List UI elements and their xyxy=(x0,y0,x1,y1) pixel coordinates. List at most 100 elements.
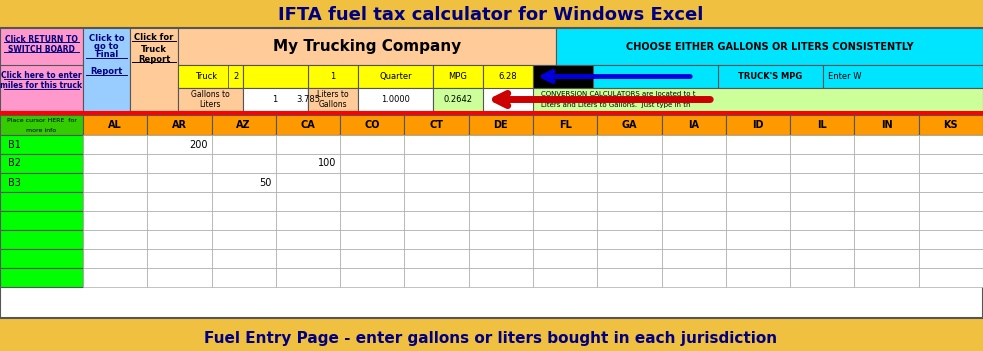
Bar xyxy=(404,192,469,211)
Bar xyxy=(0,249,83,268)
Bar xyxy=(147,154,211,173)
Bar xyxy=(0,154,83,173)
Bar xyxy=(0,28,83,111)
Text: GA: GA xyxy=(621,120,637,130)
Bar xyxy=(276,192,340,211)
Text: KS: KS xyxy=(944,120,958,130)
Bar xyxy=(533,154,598,173)
Bar xyxy=(0,268,83,287)
Text: Click here to enter: Click here to enter xyxy=(1,72,82,80)
Text: CONVERSION CALCULATORS are located to t: CONVERSION CALCULATORS are located to t xyxy=(541,92,696,98)
Text: Enter W: Enter W xyxy=(828,72,861,81)
Bar xyxy=(533,192,598,211)
Bar xyxy=(725,211,790,230)
Bar xyxy=(725,230,790,249)
Text: 1: 1 xyxy=(272,95,277,104)
Text: Gallons to: Gallons to xyxy=(191,90,229,99)
Bar xyxy=(404,211,469,230)
Bar xyxy=(790,115,854,135)
Bar xyxy=(211,173,276,192)
Bar xyxy=(598,115,662,135)
Text: Truck: Truck xyxy=(142,45,167,53)
Text: Liters: Liters xyxy=(200,100,221,109)
Bar xyxy=(919,230,983,249)
Bar xyxy=(404,230,469,249)
Bar xyxy=(469,230,533,249)
Bar xyxy=(469,115,533,135)
Bar xyxy=(358,88,433,111)
Bar xyxy=(0,211,83,230)
Bar xyxy=(790,154,854,173)
Bar xyxy=(919,192,983,211)
Text: 200: 200 xyxy=(189,139,207,150)
Bar xyxy=(0,192,83,211)
Bar xyxy=(725,268,790,287)
Bar xyxy=(404,115,469,135)
Bar xyxy=(725,154,790,173)
Bar xyxy=(662,230,725,249)
Text: My Trucking Company: My Trucking Company xyxy=(273,39,461,54)
Bar xyxy=(276,115,340,135)
Bar xyxy=(243,88,308,111)
Bar xyxy=(790,230,854,249)
Bar xyxy=(469,135,533,154)
Bar xyxy=(533,211,598,230)
Text: Click RETURN TO: Click RETURN TO xyxy=(5,34,78,44)
Bar xyxy=(404,154,469,173)
Bar xyxy=(147,192,211,211)
Bar xyxy=(147,115,211,135)
Bar xyxy=(83,211,147,230)
Bar xyxy=(0,65,83,111)
Bar xyxy=(919,115,983,135)
Bar xyxy=(790,211,854,230)
Text: AZ: AZ xyxy=(236,120,251,130)
Bar xyxy=(0,28,983,318)
Text: miles for this truck: miles for this truck xyxy=(0,81,82,91)
Text: more info: more info xyxy=(27,127,57,132)
Bar xyxy=(469,268,533,287)
Bar xyxy=(533,65,593,88)
Bar xyxy=(533,173,598,192)
Text: Final: Final xyxy=(95,50,118,59)
Bar xyxy=(358,65,433,88)
Bar xyxy=(725,135,790,154)
Text: IFTA fuel tax calculator for Windows Excel: IFTA fuel tax calculator for Windows Exc… xyxy=(278,6,704,24)
Bar xyxy=(211,249,276,268)
Bar xyxy=(919,249,983,268)
Bar xyxy=(662,211,725,230)
Bar xyxy=(340,173,404,192)
Bar xyxy=(919,211,983,230)
Bar xyxy=(340,115,404,135)
Bar xyxy=(533,135,598,154)
Bar xyxy=(662,249,725,268)
Bar xyxy=(854,115,919,135)
Bar xyxy=(790,268,854,287)
Bar xyxy=(662,115,725,135)
Text: 3.785: 3.785 xyxy=(296,95,320,104)
Text: Place cursor HERE  for: Place cursor HERE for xyxy=(7,119,77,124)
Text: 0.2642: 0.2642 xyxy=(443,95,473,104)
Bar xyxy=(404,249,469,268)
Bar xyxy=(725,192,790,211)
Bar xyxy=(0,230,83,249)
Bar xyxy=(404,173,469,192)
Bar xyxy=(598,249,662,268)
Bar xyxy=(662,154,725,173)
Bar xyxy=(404,268,469,287)
Bar xyxy=(469,154,533,173)
Bar xyxy=(469,192,533,211)
Bar xyxy=(276,211,340,230)
Bar xyxy=(533,115,598,135)
Bar xyxy=(147,230,211,249)
Text: Click to: Click to xyxy=(88,34,124,43)
Bar xyxy=(854,249,919,268)
Bar xyxy=(598,230,662,249)
Bar xyxy=(718,65,823,88)
Bar xyxy=(211,154,276,173)
Bar xyxy=(340,211,404,230)
Text: SWITCH BOARD: SWITCH BOARD xyxy=(8,45,75,53)
Bar xyxy=(433,65,483,88)
Bar xyxy=(854,135,919,154)
Text: CHOOSE EITHER GALLONS OR LITERS CONSISTENTLY: CHOOSE EITHER GALLONS OR LITERS CONSISTE… xyxy=(626,41,913,52)
Text: IA: IA xyxy=(688,120,699,130)
